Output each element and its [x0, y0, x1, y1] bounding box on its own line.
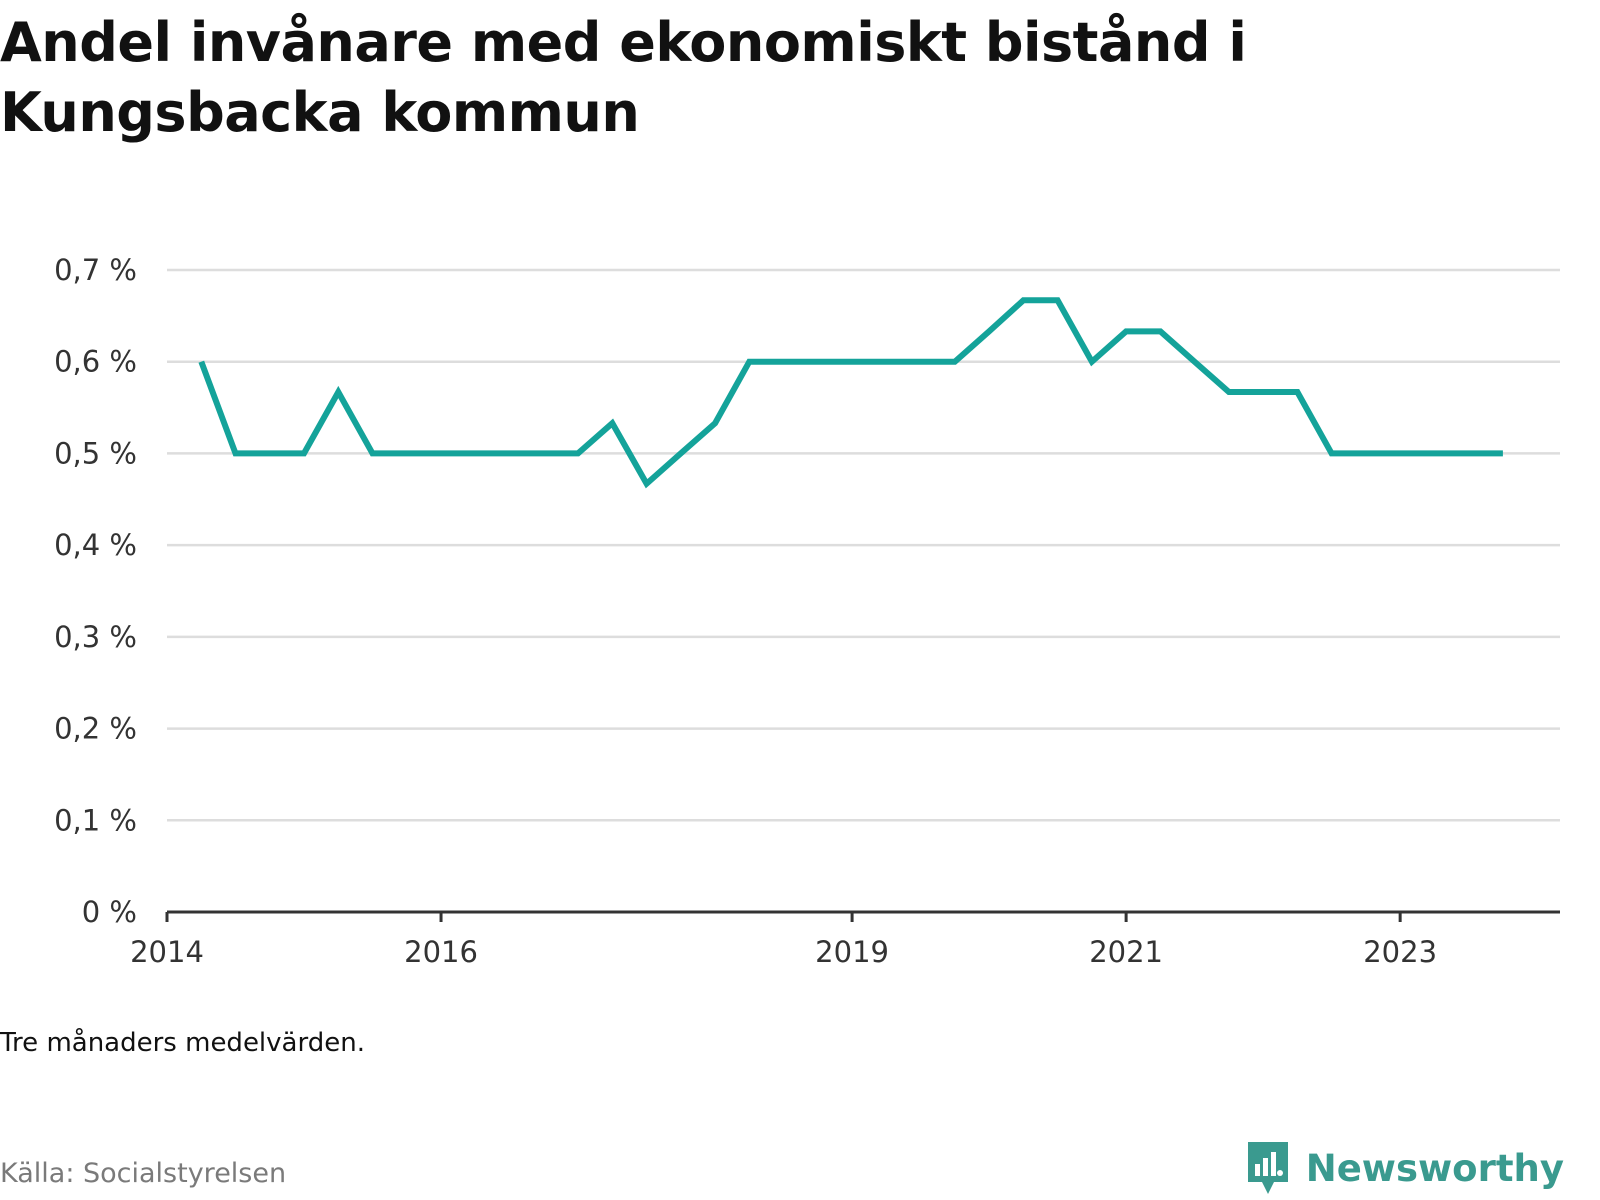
y-tick-label: 0,3 % — [54, 620, 137, 654]
y-tick-label: 0,6 % — [54, 345, 137, 379]
y-tick-label: 0,1 % — [54, 803, 137, 837]
newsworthy-logo-icon — [1247, 1142, 1288, 1194]
series-line — [198, 297, 1503, 489]
y-tick-label: 0,5 % — [54, 436, 137, 470]
x-tick-label: 2014 — [130, 935, 204, 969]
chart-title: Andel invånare med ekonomiskt bistånd i … — [0, 11, 1247, 144]
y-tick-label: 0,2 % — [54, 712, 137, 746]
brand-name: Newsworthy — [1305, 1146, 1564, 1190]
chart-note: Tre månaders medelvärden. — [0, 1028, 365, 1058]
y-axis: 0 % 0,1 % 0,2 % 0,3 % 0,4 % 0,5 % 0,6 % 0,7 % — [54, 253, 137, 929]
x-tick-label: 2021 — [1089, 935, 1163, 969]
line-chart: 0 % 0,1 % 0,2 % 0,3 % 0,4 % 0,5 % 0,6 % 0,7 % 2… — [54, 253, 1560, 969]
x-tick-label: 2019 — [815, 935, 889, 969]
x-axis: 2014 2016 2019 2021 2023 — [130, 910, 1560, 969]
brand-logo: Newsworthy — [1244, 1138, 1564, 1198]
grid-lines — [167, 268, 1560, 822]
series-layer — [198, 297, 1503, 489]
y-tick-label: 0,4 % — [54, 528, 137, 562]
x-tick-label: 2016 — [404, 935, 478, 969]
y-tick-label: 0 % — [82, 895, 137, 929]
source-text: Källa: Socialstyrelsen — [0, 1158, 287, 1189]
y-tick-label: 0,7 % — [54, 253, 137, 287]
x-tick-label: 2023 — [1363, 935, 1437, 969]
